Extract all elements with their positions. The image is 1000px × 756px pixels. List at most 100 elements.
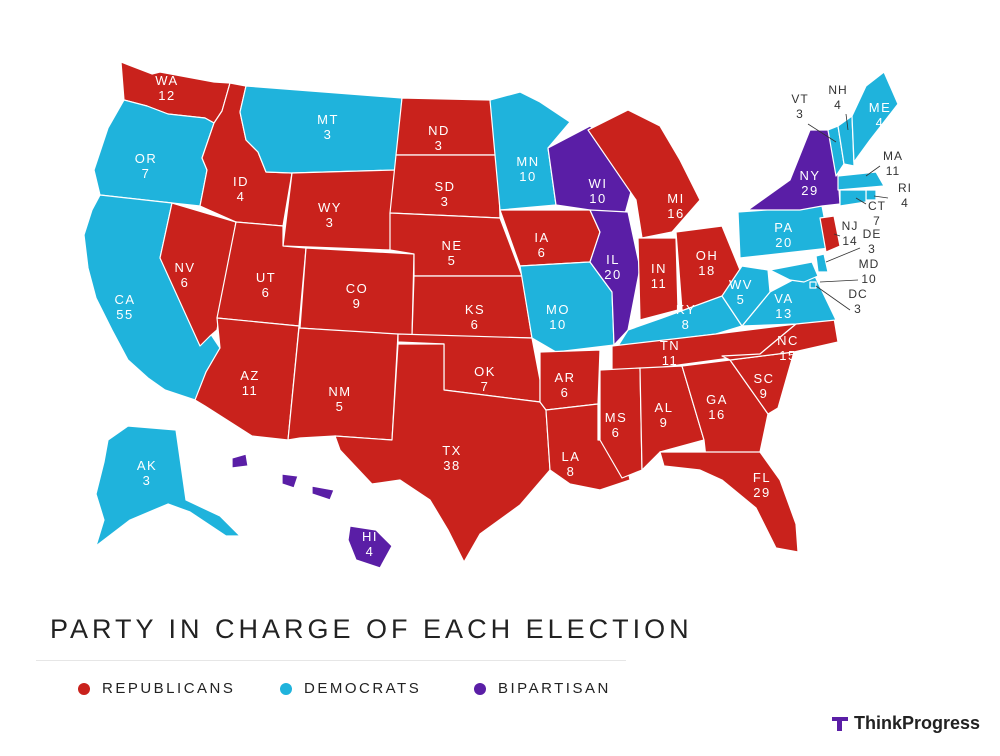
state-abbr-oh: OH bbox=[696, 248, 719, 263]
state-abbr-de: DE bbox=[863, 227, 882, 241]
state-abbr-pa: PA bbox=[774, 220, 793, 235]
state-abbr-tn: TN bbox=[660, 338, 680, 353]
state-ct bbox=[839, 189, 867, 207]
state-abbr-wi: WI bbox=[589, 176, 608, 191]
state-dc bbox=[809, 281, 817, 289]
legend-item-bipartisan: BIPARTISAN bbox=[474, 680, 611, 697]
state-abbr-nv: NV bbox=[174, 260, 195, 275]
state-votes-pa: 20 bbox=[775, 235, 792, 250]
state-votes-ri: 4 bbox=[901, 196, 909, 210]
state-abbr-md: MD bbox=[859, 257, 880, 271]
republicans-dot-icon bbox=[78, 682, 90, 695]
state-abbr-il: IL bbox=[606, 252, 620, 267]
leader-line-ct bbox=[855, 197, 867, 205]
state-abbr-ri: RI bbox=[898, 181, 912, 195]
state-abbr-fl: FL bbox=[753, 470, 771, 485]
state-votes-oh: 18 bbox=[698, 263, 715, 278]
state-ak bbox=[95, 425, 241, 547]
state-abbr-ny: NY bbox=[799, 168, 820, 183]
state-abbr-wy: WY bbox=[318, 200, 342, 215]
state-votes-nc: 15 bbox=[779, 348, 796, 363]
us-map: WA12OR7CA55ID4NV6MT3WY3UT6AZ11CO9NM5ND3S… bbox=[83, 61, 912, 569]
state-votes-ky: 8 bbox=[682, 317, 691, 332]
state-abbr-vt: VT bbox=[791, 92, 808, 106]
state-abbr-ak: AK bbox=[137, 458, 157, 473]
legend-item-democrats: DEMOCRATS bbox=[280, 680, 421, 697]
state-ma bbox=[837, 171, 885, 191]
state-votes-hi: 4 bbox=[366, 544, 375, 559]
state-votes-nm: 5 bbox=[336, 399, 345, 414]
state-abbr-ar: AR bbox=[554, 370, 575, 385]
leader-line-dc bbox=[815, 285, 851, 311]
state-mi bbox=[587, 109, 701, 239]
state-votes-ca: 55 bbox=[116, 307, 133, 322]
state-nj bbox=[819, 215, 841, 253]
state-abbr-tx: TX bbox=[442, 443, 462, 458]
state-abbr-dc: DC bbox=[848, 287, 867, 301]
state-abbr-ut: UT bbox=[256, 270, 276, 285]
state-me bbox=[851, 71, 899, 163]
leader-line-ma bbox=[865, 165, 881, 177]
state-abbr-nm: NM bbox=[328, 384, 351, 399]
state-votes-ct: 7 bbox=[873, 214, 881, 228]
state-votes-ok: 7 bbox=[481, 379, 490, 394]
state-votes-ny: 29 bbox=[801, 183, 818, 198]
state-votes-fl: 29 bbox=[753, 485, 770, 500]
state-abbr-wa: WA bbox=[155, 73, 178, 88]
state-votes-ut: 6 bbox=[262, 285, 271, 300]
state-votes-va: 13 bbox=[775, 306, 792, 321]
state-abbr-id: ID bbox=[233, 174, 249, 189]
state-votes-nd: 3 bbox=[435, 138, 444, 153]
state-votes-wa: 12 bbox=[158, 88, 175, 103]
state-abbr-co: CO bbox=[346, 281, 369, 296]
state-votes-de: 3 bbox=[868, 242, 876, 256]
state-votes-vt: 3 bbox=[796, 107, 804, 121]
leader-line-nh bbox=[845, 113, 849, 131]
democrats-dot-icon bbox=[280, 682, 292, 695]
state-fl bbox=[659, 451, 799, 553]
state-abbr-in: IN bbox=[651, 261, 667, 276]
state-abbr-ks: KS bbox=[465, 302, 485, 317]
state-abbr-az: AZ bbox=[240, 368, 260, 383]
state-abbr-nh: NH bbox=[828, 83, 847, 97]
title-divider bbox=[36, 660, 626, 661]
leader-line-nj bbox=[833, 233, 841, 237]
map-title: PARTY IN CHARGE OF EACH ELECTION bbox=[50, 614, 693, 644]
state-votes-ar: 6 bbox=[561, 385, 570, 400]
legend-label-republicans: REPUBLICANS bbox=[102, 680, 236, 697]
state-votes-or: 7 bbox=[142, 166, 151, 181]
state-abbr-hi: HI bbox=[362, 529, 378, 544]
state-votes-dc: 3 bbox=[854, 302, 862, 316]
brand-name: ThinkProgress bbox=[853, 713, 980, 733]
state-abbr-ms: MS bbox=[605, 410, 628, 425]
state-abbr-nj: NJ bbox=[842, 219, 859, 233]
state-de bbox=[815, 253, 829, 273]
state-votes-mn: 10 bbox=[519, 169, 536, 184]
brand-logo: ThinkProgress bbox=[831, 713, 980, 734]
state-md bbox=[769, 261, 819, 283]
state-votes-mi: 16 bbox=[667, 206, 684, 221]
state-abbr-va: VA bbox=[774, 291, 793, 306]
state-abbr-nd: ND bbox=[428, 123, 450, 138]
leader-line-de bbox=[825, 247, 861, 263]
state-votes-la: 8 bbox=[567, 464, 576, 479]
state-abbr-ca: CA bbox=[114, 292, 135, 307]
state-votes-me: 4 bbox=[876, 115, 885, 130]
state-mn bbox=[489, 91, 571, 211]
state-votes-wv: 5 bbox=[737, 292, 746, 307]
leader-line-vt bbox=[807, 123, 837, 143]
state-abbr-ky: KY bbox=[676, 302, 696, 317]
state-abbr-wv: WV bbox=[729, 277, 753, 292]
state-votes-tn: 11 bbox=[662, 353, 679, 368]
state-votes-ak: 3 bbox=[143, 473, 152, 488]
state-votes-sd: 3 bbox=[441, 194, 450, 209]
state-abbr-sc: SC bbox=[753, 371, 774, 386]
state-wv bbox=[721, 265, 771, 327]
state-votes-ms: 6 bbox=[612, 425, 621, 440]
state-votes-ia: 6 bbox=[538, 245, 547, 260]
state-votes-nh: 4 bbox=[834, 98, 842, 112]
state-la bbox=[545, 403, 631, 491]
state-abbr-mi: MI bbox=[667, 191, 684, 206]
state-votes-mt: 3 bbox=[324, 127, 333, 142]
state-abbr-nc: NC bbox=[777, 333, 799, 348]
